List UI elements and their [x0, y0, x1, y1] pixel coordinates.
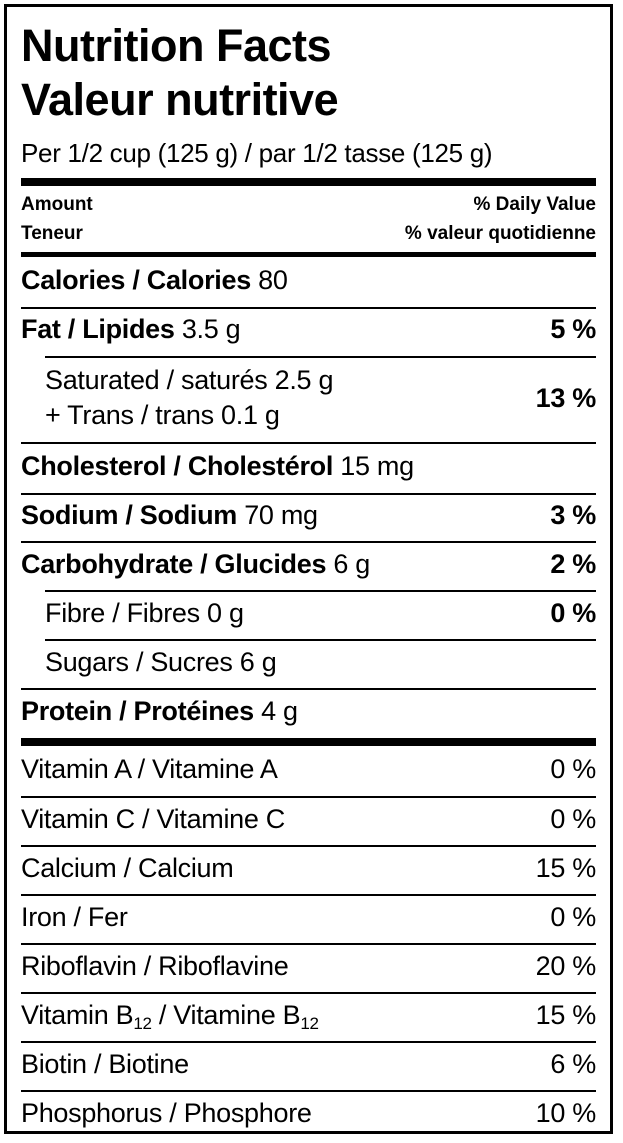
b12-subscript-en: 12: [133, 1014, 152, 1033]
calcium-label: Calcium / Calcium: [21, 853, 234, 883]
calcium-row: Calcium / Calcium 15 %: [21, 853, 596, 884]
title-english: Nutrition Facts: [21, 20, 332, 71]
row-divider: [21, 845, 596, 847]
row-divider: [21, 1041, 596, 1043]
sugars-amount: 6 g: [239, 647, 277, 677]
fibre-amount: 0 g: [207, 598, 244, 628]
daily-value-label: % Daily Value: [473, 194, 596, 215]
vitamin-b12-en: Vitamin B: [21, 1000, 134, 1030]
trans-row: + Trans / trans 0.1 g: [21, 400, 596, 431]
row-divider: [45, 639, 596, 641]
phosphorus-row: Phosphorus / Phosphore 10 %: [21, 1098, 596, 1129]
amount-header-en: Amount % Daily Value: [21, 193, 596, 217]
thick-divider: [21, 738, 596, 746]
carbohydrate-row: Carbohydrate / Glucides 6 g 2 %: [21, 549, 596, 580]
teneur-label: Teneur: [21, 223, 83, 244]
iron-dv: 0 %: [550, 902, 596, 932]
row-divider: [21, 796, 596, 798]
title-french: Valeur nutritive: [21, 74, 339, 125]
sugars-label: Sugars / Sucres: [45, 647, 233, 677]
row-divider: [21, 894, 596, 896]
fibre-row: Fibre / Fibres 0 g 0 %: [21, 598, 596, 629]
cholesterol-amount: 15 mg: [340, 451, 414, 481]
sodium-row: Sodium / Sodium 70 mg 3 %: [21, 500, 596, 531]
protein-row: Protein / Protéines 4 g: [21, 696, 596, 727]
iron-row: Iron / Fer 0 %: [21, 902, 596, 933]
b12-subscript-fr: 12: [300, 1014, 319, 1033]
calcium-dv: 15 %: [535, 853, 597, 883]
carbohydrate-amount: 6 g: [333, 549, 371, 579]
vitamin-b12-fr: / Vitamine B: [151, 1000, 301, 1030]
saturated-trans-dv: 13 %: [535, 383, 597, 413]
fat-dv: 5 %: [550, 314, 596, 344]
trans-label: + Trans / trans: [45, 400, 214, 430]
iron-label: Iron / Fer: [21, 902, 128, 932]
fibre-label: Fibre / Fibres: [45, 598, 200, 628]
calories-label: Calories / Calories: [21, 265, 251, 295]
sodium-dv: 3 %: [550, 500, 596, 530]
amount-label: Amount: [21, 194, 93, 215]
calories-row: Calories / Calories 80: [21, 265, 596, 296]
vitamin-a-dv: 0 %: [550, 754, 596, 784]
row-divider: [21, 307, 596, 309]
vitamin-b12-row: Vitamin B12 / Vitamine B12 15 %: [21, 1000, 597, 1033]
nutrition-facts-label: Nutrition Facts Valeur nutritive Per 1/2…: [4, 4, 613, 1134]
saturated-amount: 2.5 g: [274, 365, 334, 395]
cholesterol-label: Cholesterol / Cholestérol: [21, 451, 334, 481]
protein-amount: 4 g: [261, 696, 298, 726]
row-divider: [45, 590, 596, 592]
vitamin-c-row: Vitamin C / Vitamine C 0 %: [21, 804, 596, 835]
medium-divider: [21, 252, 596, 257]
biotin-row: Biotin / Biotine 6 %: [21, 1049, 596, 1080]
cholesterol-row: Cholesterol / Cholestérol 15 mg: [21, 451, 596, 482]
vitamin-c-label: Vitamin C / Vitamine C: [21, 804, 286, 834]
carbohydrate-dv: 2 %: [550, 549, 596, 579]
trans-amount: 0.1 g: [221, 400, 280, 430]
row-divider: [21, 1090, 596, 1092]
vitamin-a-row: Vitamin A / Vitamine A 0 %: [21, 754, 596, 785]
phosphorus-dv: 10 %: [535, 1098, 597, 1128]
vitamin-c-dv: 0 %: [550, 804, 596, 834]
valeur-quotidienne-label: % valeur quotidienne: [404, 223, 596, 244]
fibre-dv: 0 %: [550, 598, 596, 628]
carbohydrate-label: Carbohydrate / Glucides: [21, 549, 327, 579]
sodium-label: Sodium / Sodium: [21, 500, 237, 530]
row-divider: [21, 688, 596, 690]
vitamin-a-label: Vitamin A / Vitamine A: [21, 754, 278, 784]
biotin-dv: 6 %: [550, 1049, 596, 1079]
serving-size: Per 1/2 cup (125 g) / par 1/2 tasse (125…: [21, 138, 493, 168]
protein-label: Protein / Protéines: [21, 696, 254, 726]
row-divider: [21, 442, 596, 444]
sugars-row: Sugars / Sucres 6 g: [21, 647, 596, 678]
vitamin-b12-dv: 15 %: [535, 1000, 597, 1030]
biotin-label: Biotin / Biotine: [21, 1049, 189, 1079]
riboflavin-dv: 20 %: [535, 951, 597, 981]
riboflavin-label: Riboflavin / Riboflavine: [21, 951, 289, 981]
saturated-row: Saturated / saturés 2.5 g: [21, 365, 596, 396]
sodium-amount: 70 mg: [244, 500, 318, 530]
saturated-label: Saturated / saturés: [45, 365, 268, 395]
amount-header-fr: Teneur % valeur quotidienne: [21, 222, 596, 246]
phosphorus-label: Phosphorus / Phosphore: [21, 1098, 312, 1128]
row-divider: [21, 493, 596, 495]
riboflavin-row: Riboflavin / Riboflavine 20 %: [21, 951, 596, 982]
calories-value: 80: [258, 265, 288, 295]
vitamin-b12-label: Vitamin B12 / Vitamine B12: [21, 1000, 319, 1033]
fat-amount: 3.5 g: [181, 314, 241, 344]
fat-row: Fat / Lipides 3.5 g 5 %: [21, 314, 596, 345]
row-divider: [21, 992, 596, 994]
row-divider: [21, 943, 596, 945]
fat-label: Fat / Lipides: [21, 314, 175, 344]
thick-divider: [21, 178, 596, 186]
row-divider: [21, 541, 596, 543]
row-divider: [45, 356, 596, 358]
